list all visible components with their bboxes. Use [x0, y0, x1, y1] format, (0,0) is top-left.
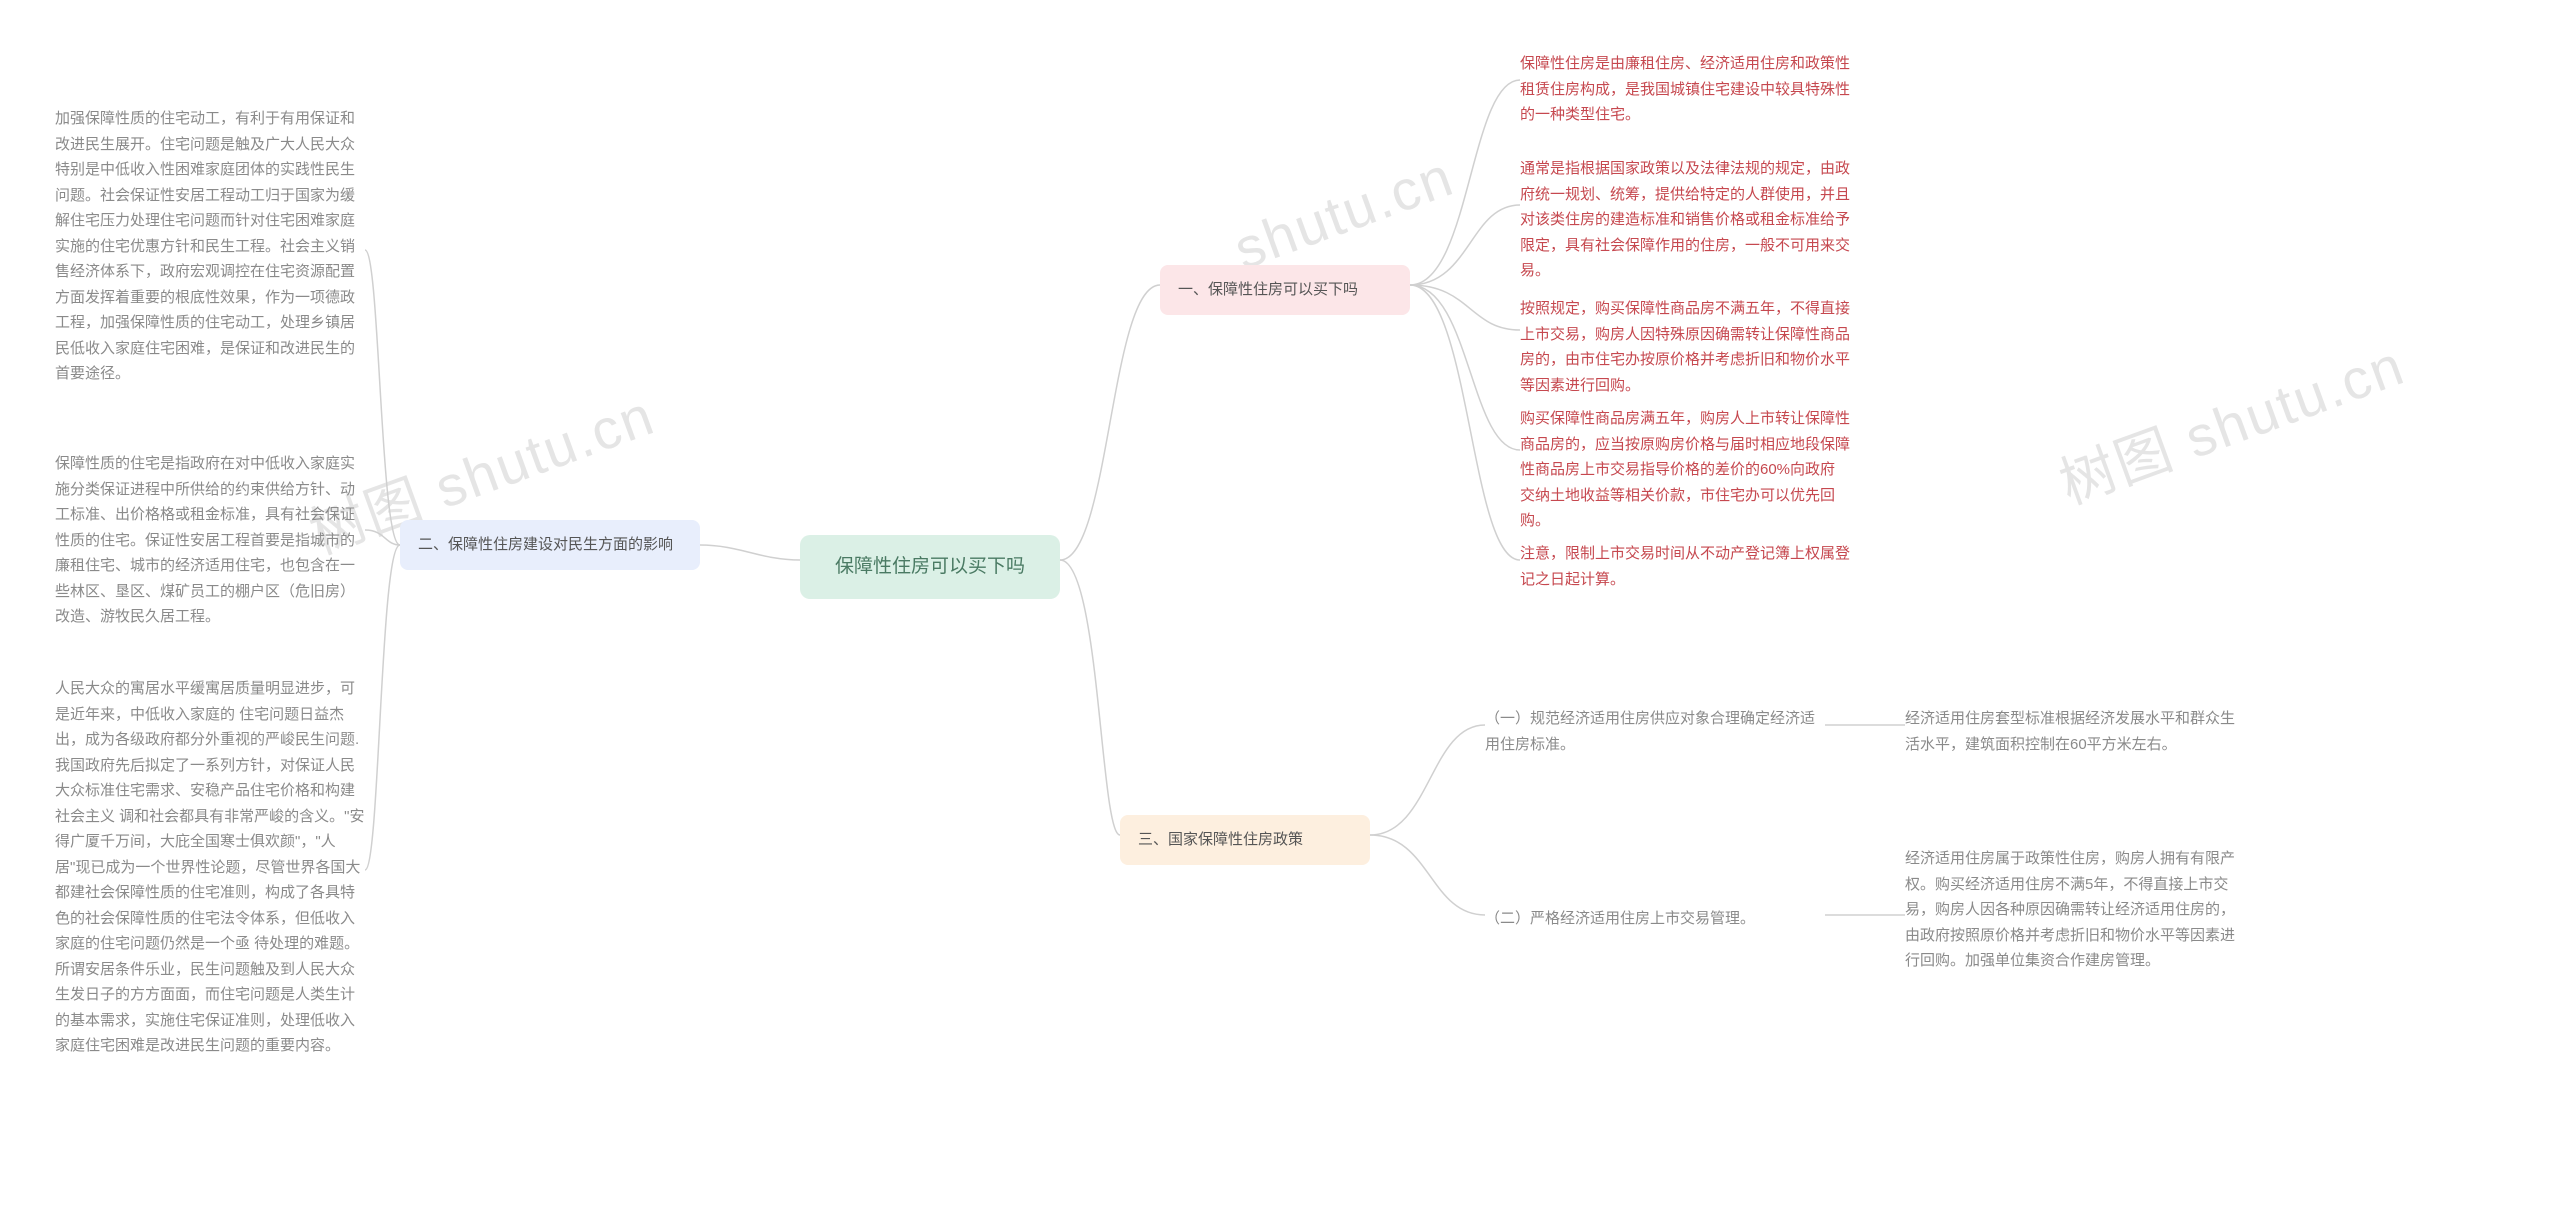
branch-three[interactable]: 三、国家保障性住房政策	[1120, 815, 1370, 865]
branch-two[interactable]: 二、保障性住房建设对民生方面的影响	[400, 520, 700, 570]
leaf-two-a[interactable]: 加强保障性质的住宅动工，有利于有用保证和改进民生展开。住宅问题是触及广大人民大众…	[55, 100, 365, 393]
leaf-two-b[interactable]: 保障性质的住宅是指政府在对中低收入家庭实施分类保证进程中所供给的约束供给方针、动…	[55, 445, 365, 636]
leaf-three-b-label[interactable]: （二）严格经济适用住房上市交易管理。	[1485, 900, 1825, 938]
watermark: 树图 shutu.cn	[2047, 321, 2414, 521]
leaf-one-e[interactable]: 注意，限制上市交易时间从不动产登记簿上权属登记之日起计算。	[1520, 535, 1850, 598]
leaf-one-c[interactable]: 按照规定，购买保障性商品房不满五年，不得直接上市交易，购房人因特殊原因确需转让保…	[1520, 290, 1850, 404]
connector-layer	[0, 0, 2560, 1225]
leaf-one-b[interactable]: 通常是指根据国家政策以及法律法规的规定，由政府统一规划、统筹，提供给特定的人群使…	[1520, 150, 1850, 290]
leaf-three-a-label[interactable]: （一）规范经济适用住房供应对象合理确定经济适用住房标准。	[1485, 700, 1825, 763]
branch-three-label: 三、国家保障性住房政策	[1138, 831, 1303, 848]
leaf-three-b-detail[interactable]: 经济适用住房属于政策性住房，购房人拥有有限产权。购买经济适用住房不满5年，不得直…	[1905, 840, 2245, 980]
watermark: shutu.cn	[1226, 143, 1462, 282]
leaf-one-a[interactable]: 保障性住房是由廉租住房、经济适用住房和政策性租赁住房构成，是我国城镇住宅建设中较…	[1520, 45, 1850, 134]
root-label: 保障性住房可以买下吗	[835, 556, 1025, 577]
branch-one[interactable]: 一、保障性住房可以买下吗	[1160, 265, 1410, 315]
leaf-three-a-detail[interactable]: 经济适用住房套型标准根据经济发展水平和群众生活水平，建筑面积控制在60平方米左右…	[1905, 700, 2245, 763]
branch-one-label: 一、保障性住房可以买下吗	[1178, 281, 1358, 298]
root-node[interactable]: 保障性住房可以买下吗	[800, 535, 1060, 599]
branch-two-label: 二、保障性住房建设对民生方面的影响	[418, 536, 673, 553]
leaf-two-c[interactable]: 人民大众的寓居水平缓寓居质量明显进步，可是近年来，中低收入家庭的 住宅问题日益杰…	[55, 670, 365, 1065]
leaf-one-d[interactable]: 购买保障性商品房满五年，购房人上市转让保障性商品房的，应当按原购房价格与届时相应…	[1520, 400, 1850, 540]
